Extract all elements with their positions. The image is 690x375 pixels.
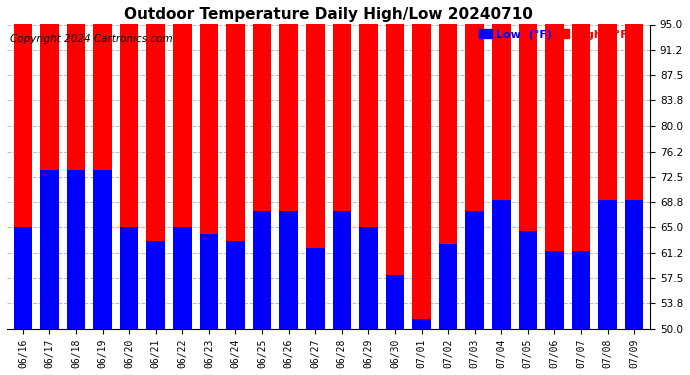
Bar — [333, 210, 351, 329]
Bar — [93, 170, 112, 329]
Bar — [253, 0, 271, 329]
Bar — [465, 0, 484, 329]
Bar — [199, 0, 218, 329]
Bar — [386, 275, 404, 329]
Bar — [518, 231, 537, 329]
Bar — [518, 0, 537, 329]
Bar — [40, 170, 59, 329]
Bar — [333, 0, 351, 329]
Bar — [306, 0, 324, 329]
Bar — [625, 0, 644, 329]
Bar — [93, 0, 112, 329]
Bar — [439, 244, 457, 329]
Bar — [492, 200, 511, 329]
Bar — [226, 0, 245, 329]
Bar — [146, 241, 165, 329]
Bar — [598, 200, 617, 329]
Legend: Low  (°F), High  (°F): Low (°F), High (°F) — [477, 27, 635, 42]
Bar — [359, 228, 377, 329]
Bar — [67, 170, 86, 329]
Bar — [226, 241, 245, 329]
Bar — [279, 210, 298, 329]
Bar — [572, 0, 590, 329]
Bar — [412, 319, 431, 329]
Bar — [598, 0, 617, 329]
Bar — [306, 248, 324, 329]
Bar — [199, 234, 218, 329]
Bar — [545, 251, 564, 329]
Bar — [572, 251, 590, 329]
Bar — [465, 210, 484, 329]
Bar — [279, 0, 298, 329]
Bar — [545, 0, 564, 329]
Title: Outdoor Temperature Daily High/Low 20240710: Outdoor Temperature Daily High/Low 20240… — [124, 7, 533, 22]
Bar — [439, 0, 457, 329]
Bar — [40, 0, 59, 329]
Bar — [67, 0, 86, 329]
Bar — [625, 200, 644, 329]
Bar — [14, 0, 32, 329]
Bar — [492, 0, 511, 329]
Bar — [146, 0, 165, 329]
Bar — [386, 0, 404, 329]
Bar — [412, 0, 431, 329]
Bar — [14, 228, 32, 329]
Bar — [173, 228, 192, 329]
Bar — [253, 210, 271, 329]
Bar — [359, 0, 377, 329]
Bar — [173, 0, 192, 329]
Text: Copyright 2024 Cartronics.com: Copyright 2024 Cartronics.com — [10, 34, 172, 44]
Bar — [120, 228, 139, 329]
Bar — [120, 0, 139, 329]
